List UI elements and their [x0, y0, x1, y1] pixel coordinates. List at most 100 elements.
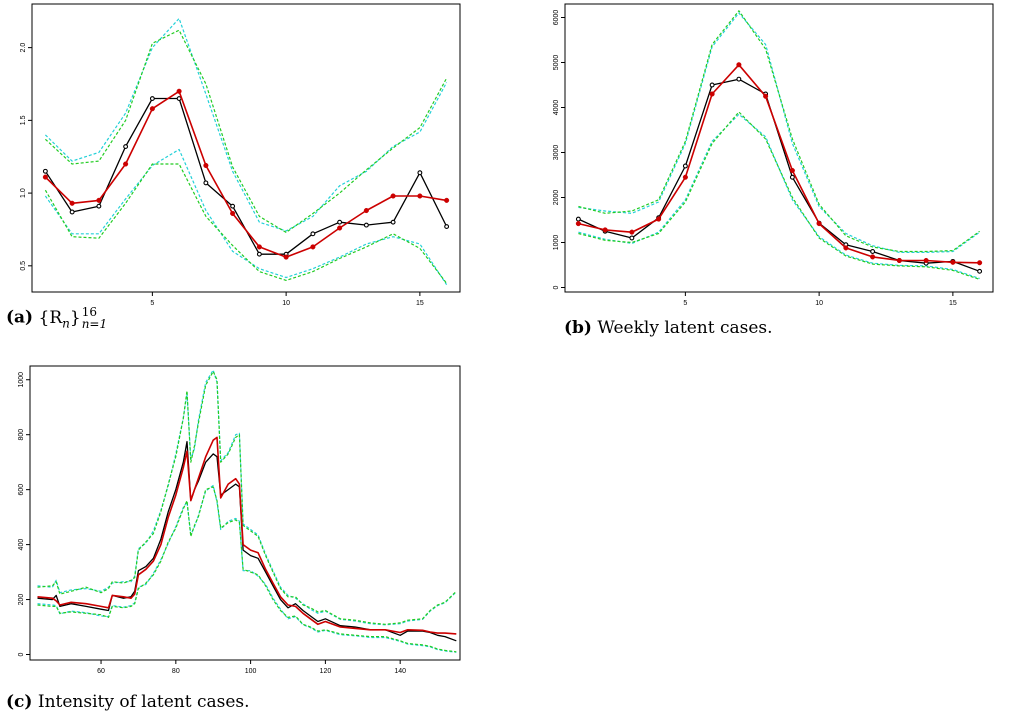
- data-point-black: [736, 76, 742, 82]
- data-point-red: [923, 257, 929, 264]
- caption-a-sub: n=1: [81, 317, 108, 331]
- data-point-red: [123, 161, 129, 167]
- series-line-lower-cyan: [578, 113, 980, 280]
- data-point-red: [256, 244, 262, 250]
- caption-a-open: {R: [38, 307, 63, 328]
- x-tick-label: 120: [320, 668, 332, 675]
- series-line-red: [44, 90, 447, 258]
- series-line-upper-green: [44, 29, 448, 233]
- data-point-black: [629, 235, 635, 241]
- y-tick-label: 0: [18, 652, 25, 656]
- chart-a: 5 10 15 0.5 1.0 1.5 2.0: [20, 3, 461, 307]
- data-point-black: [149, 96, 155, 101]
- caption-b-tag: (b): [564, 318, 592, 338]
- x-tick-label: 80: [172, 668, 180, 675]
- data-point-red: [337, 225, 343, 231]
- caption-c-text: Intensity of latent cases.: [37, 692, 250, 712]
- data-point-red: [230, 210, 236, 217]
- series-line-lower-green: [37, 486, 457, 653]
- y-tick-label: 5000: [553, 55, 560, 71]
- x-tick-label: 15: [416, 300, 424, 307]
- y-tick-label: 3000: [553, 145, 560, 161]
- data-point-red: [283, 254, 289, 260]
- y-tick-label: 800: [18, 429, 25, 441]
- series-line-lower-green: [578, 111, 980, 280]
- data-point-red: [602, 227, 608, 233]
- data-point-red: [203, 162, 209, 169]
- caption-b-text: Weekly latent cases.: [597, 318, 773, 338]
- data-point-red: [629, 229, 635, 235]
- caption-a-close: }: [69, 307, 81, 328]
- data-point-black: [709, 82, 715, 88]
- data-point-red: [575, 221, 581, 227]
- data-point-black: [256, 251, 262, 257]
- data-point-black: [96, 203, 102, 209]
- x-tick-label: 5: [683, 300, 687, 307]
- data-point-red: [816, 221, 822, 227]
- series-line-upper-cyan: [37, 369, 457, 626]
- data-point-red: [763, 93, 769, 99]
- data-point-red: [417, 193, 423, 199]
- caption-a: (a) {Rn} 16 n=1: [6, 306, 107, 330]
- series-line-black: [37, 440, 457, 642]
- y-tick-label: 400: [18, 539, 25, 551]
- x-tick-label: 140: [394, 668, 406, 675]
- data-point-black: [444, 224, 450, 229]
- data-point-red: [149, 106, 155, 112]
- caption-a-text: {Rn} 16 n=1: [38, 306, 108, 331]
- data-point-black: [417, 170, 423, 176]
- data-point-red: [390, 193, 396, 199]
- x-tick-label: 10: [815, 300, 823, 307]
- data-point-black: [390, 219, 396, 225]
- data-point-red: [444, 197, 450, 203]
- data-point-red: [950, 259, 956, 265]
- y-tick-label: 6000: [553, 10, 560, 26]
- data-point-red: [977, 260, 983, 266]
- series-line-upper-green: [37, 370, 457, 625]
- y-tick-label: 200: [18, 594, 25, 606]
- data-point-red: [363, 207, 369, 214]
- y-tick-label: 2.0: [20, 43, 27, 53]
- data-point-red: [310, 244, 316, 250]
- data-point-red: [682, 174, 688, 180]
- y-tick-label: 0: [553, 285, 560, 289]
- chart-c: 60 80 100 120 140 0 200 400 600 800 1000: [18, 365, 461, 675]
- data-point-black: [337, 219, 343, 225]
- series-line-lower-cyan: [37, 484, 457, 653]
- data-point-black: [310, 231, 316, 237]
- data-point-black: [977, 268, 983, 274]
- x-tick-label: 100: [245, 668, 257, 675]
- data-point-red: [69, 200, 75, 206]
- x-tick-label: 10: [282, 300, 290, 307]
- x-tick-label: 15: [949, 300, 957, 307]
- data-point-red: [42, 174, 48, 180]
- y-tick-label: 1.0: [20, 188, 27, 198]
- data-point-red: [709, 91, 715, 97]
- x-tick-label: 60: [97, 668, 105, 675]
- data-point-black: [575, 216, 581, 222]
- series-line-lower-green: [44, 163, 448, 284]
- y-tick-label: 1000: [553, 235, 560, 251]
- plot-frame: [29, 365, 461, 661]
- y-tick-label: 600: [18, 484, 25, 496]
- caption-c: (c) Intensity of latent cases.: [6, 692, 250, 712]
- data-point-red: [176, 88, 182, 94]
- data-point-black: [870, 249, 876, 254]
- plot-frame: [31, 3, 461, 293]
- caption-a-subn: n: [62, 315, 70, 330]
- data-point-black: [42, 168, 48, 174]
- data-point-red: [736, 62, 742, 68]
- series-line-upper-cyan: [578, 12, 980, 253]
- y-tick-label: 2000: [553, 190, 560, 206]
- y-tick-label: 0.5: [20, 261, 27, 271]
- caption-b: (b) Weekly latent cases.: [564, 318, 773, 338]
- y-tick-label: 1.5: [20, 115, 27, 125]
- caption-a-tag: (a): [6, 307, 34, 328]
- data-point-black: [203, 180, 209, 186]
- data-point-black: [682, 163, 688, 169]
- chart-b: 5 10 15 0 1000 2000 3000 4000 5000 6000: [553, 3, 994, 307]
- data-point-black: [69, 209, 75, 215]
- data-point-red: [870, 254, 876, 260]
- data-point-red: [96, 197, 102, 203]
- data-point-red: [656, 216, 662, 222]
